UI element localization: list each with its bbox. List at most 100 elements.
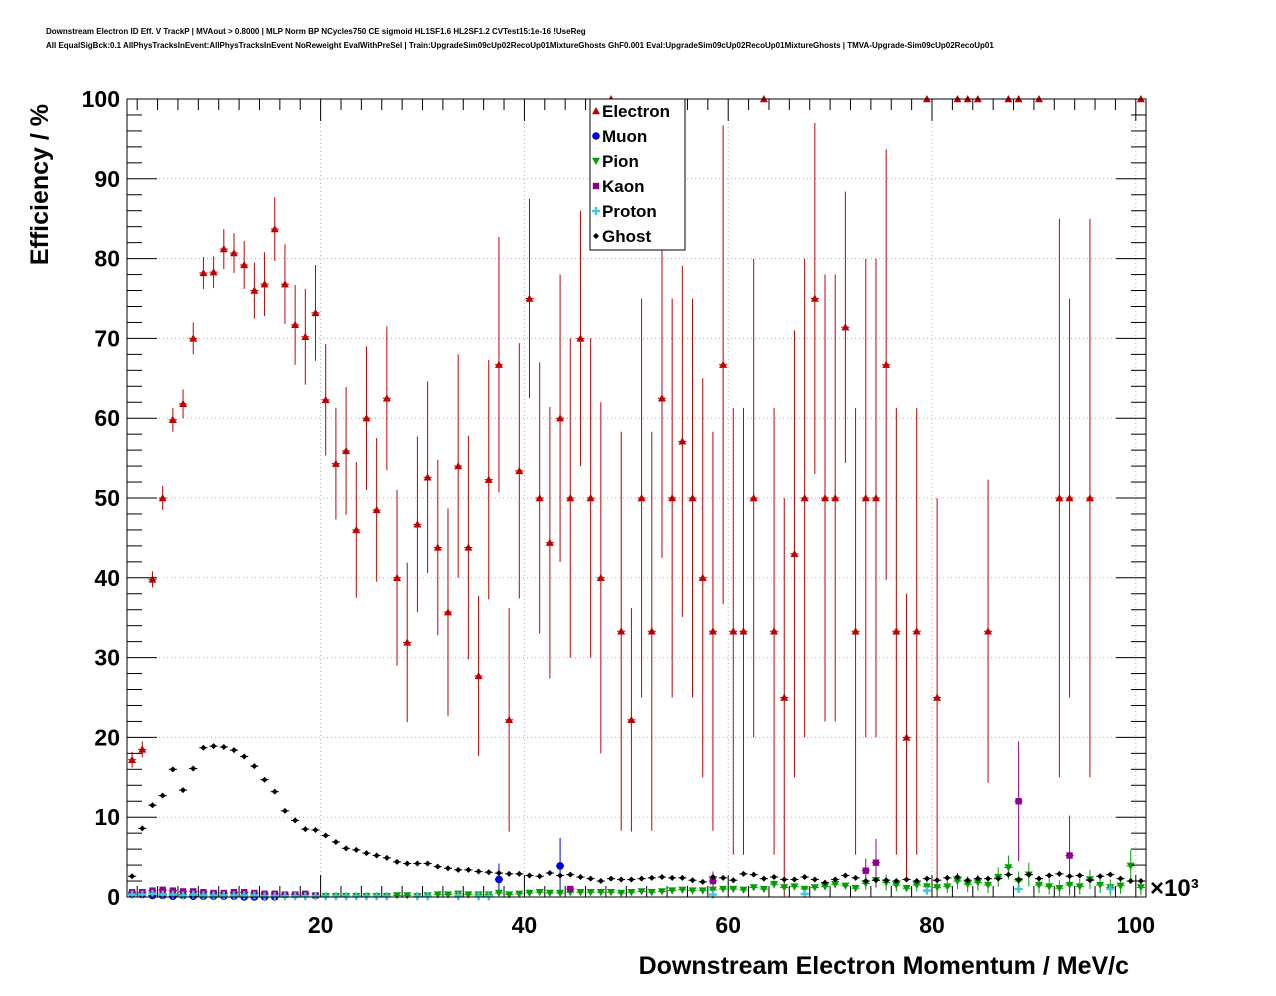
ghost-point bbox=[383, 854, 390, 861]
ghost-point bbox=[312, 826, 319, 833]
electron-point bbox=[240, 260, 249, 269]
ghost-point bbox=[424, 860, 431, 867]
proton-point bbox=[250, 891, 259, 900]
ghost-point bbox=[913, 878, 920, 885]
ghost-point bbox=[1107, 871, 1114, 878]
proton-point bbox=[311, 892, 320, 901]
ghost-point bbox=[944, 874, 951, 881]
proton-point bbox=[148, 889, 157, 898]
electron-point bbox=[871, 494, 880, 502]
pion-point bbox=[1045, 883, 1054, 891]
kaon-point bbox=[1015, 798, 1022, 805]
ghost-point bbox=[903, 876, 910, 883]
ghost-point bbox=[190, 765, 197, 772]
electron-point bbox=[260, 280, 269, 288]
pion-point bbox=[719, 885, 728, 894]
proton-point bbox=[342, 892, 351, 901]
pion-point bbox=[963, 881, 972, 889]
ghost-point bbox=[1036, 875, 1043, 882]
legend: Electron Muon Pion Kaon Proton Ghost bbox=[589, 98, 686, 251]
ghost-point bbox=[302, 826, 309, 833]
legend-marker-pion bbox=[592, 157, 600, 165]
pion-point bbox=[902, 885, 911, 893]
electron-point bbox=[219, 245, 228, 253]
electron-point bbox=[882, 360, 891, 368]
electron-point bbox=[138, 745, 147, 753]
electron-point bbox=[739, 627, 748, 635]
pion-point bbox=[1055, 885, 1064, 893]
proton-point bbox=[474, 892, 483, 901]
electron-point bbox=[535, 494, 544, 502]
pion-point bbox=[556, 889, 565, 898]
legend-label-muon: Muon bbox=[602, 127, 647, 146]
electron-point bbox=[770, 627, 779, 635]
pion-point bbox=[637, 888, 646, 896]
electron-point bbox=[494, 360, 503, 368]
ghost-point bbox=[608, 875, 615, 882]
pion-point bbox=[647, 889, 656, 897]
ghost-point bbox=[251, 763, 258, 770]
proton-point bbox=[1106, 885, 1115, 894]
electron-point bbox=[474, 671, 483, 680]
ghost-point bbox=[271, 788, 278, 795]
ghost-point bbox=[139, 825, 146, 832]
proton-point bbox=[362, 892, 371, 901]
electron-point bbox=[841, 323, 850, 331]
pion-point bbox=[1096, 881, 1105, 890]
electron-point bbox=[423, 473, 432, 481]
proton-point bbox=[291, 892, 300, 901]
pion-point bbox=[393, 892, 402, 900]
y-tick-label: 40 bbox=[94, 565, 120, 591]
electron-point bbox=[433, 543, 442, 551]
ghost-point bbox=[353, 846, 360, 853]
ghost-point bbox=[169, 766, 176, 773]
kaon-point bbox=[872, 859, 880, 866]
chart-title-line-2: All EqualSigBck:0.1 AllPhysTracksInEvent… bbox=[46, 41, 994, 50]
electron-point bbox=[454, 462, 463, 470]
pion-point bbox=[433, 891, 442, 899]
kaon-point bbox=[862, 867, 869, 874]
pion-point bbox=[1136, 884, 1145, 892]
electron-point bbox=[352, 525, 361, 534]
electron-point bbox=[617, 627, 626, 635]
electron-point bbox=[1055, 494, 1064, 502]
ghost-point bbox=[822, 879, 829, 886]
electron-point bbox=[678, 437, 687, 445]
pion-point bbox=[1004, 864, 1013, 872]
axis-ticks bbox=[127, 98, 1146, 898]
ghost-point bbox=[536, 873, 543, 880]
ghost-point bbox=[709, 874, 716, 881]
ghost-point bbox=[852, 874, 859, 881]
electron-point bbox=[1085, 494, 1094, 502]
proton-point bbox=[219, 891, 228, 900]
ghost-point bbox=[699, 878, 706, 885]
ghost-point bbox=[1127, 878, 1134, 885]
electron-point bbox=[861, 494, 870, 502]
electron-point bbox=[688, 494, 697, 502]
y-tick-label: 90 bbox=[94, 166, 120, 192]
ghost-point bbox=[791, 876, 798, 883]
proton-point bbox=[280, 892, 289, 901]
legend-label-ghost: Ghost bbox=[602, 227, 651, 246]
ghost-point bbox=[1025, 871, 1032, 878]
electron-point bbox=[393, 573, 402, 581]
pion-point bbox=[953, 877, 962, 886]
electron-point bbox=[576, 334, 585, 342]
ghost-point bbox=[679, 874, 686, 881]
y-tick-label: 70 bbox=[94, 325, 120, 351]
ghost-point bbox=[1097, 873, 1104, 880]
electron-point bbox=[291, 320, 300, 329]
electron-point bbox=[505, 715, 514, 724]
ghost-point bbox=[414, 860, 421, 867]
electron-point bbox=[831, 494, 840, 502]
grid-lines bbox=[127, 99, 1146, 897]
y-tick-label: 20 bbox=[94, 724, 120, 750]
ghost-point bbox=[332, 838, 339, 845]
proton-point bbox=[331, 892, 340, 901]
chart-title-line-1: Downstream Electron ID Eff. V TrackP | M… bbox=[46, 27, 586, 36]
pion-point bbox=[515, 890, 524, 898]
ghost-point bbox=[995, 875, 1002, 882]
ghost-point bbox=[1005, 871, 1012, 878]
muon-point bbox=[556, 862, 564, 870]
